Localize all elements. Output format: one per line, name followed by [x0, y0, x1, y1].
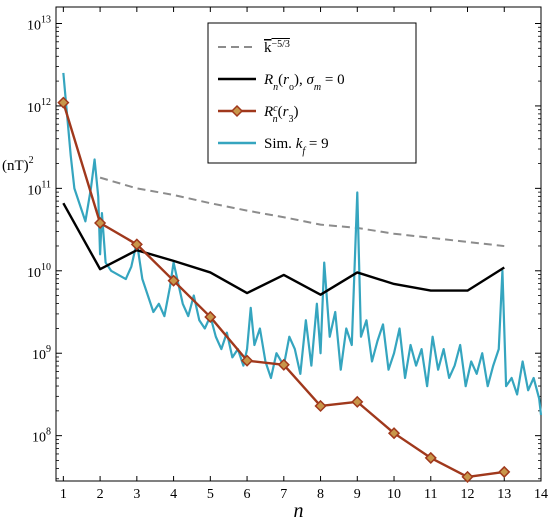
legend-label: Sim. kf = 9 — [264, 136, 329, 157]
data-point-Rnc — [130, 238, 143, 251]
x-axis-label: n — [294, 500, 304, 522]
data-point-Rnc — [204, 310, 217, 324]
data-point-Rnc — [167, 274, 180, 287]
y-tick-label: 1011 — [27, 179, 51, 198]
x-tick-label: 7 — [280, 487, 287, 502]
data-point-Rnc — [461, 470, 474, 483]
data-point-Rnc — [94, 216, 107, 230]
y-axis-label: (nT)2 — [2, 155, 34, 174]
data-point-Rnc — [314, 399, 327, 413]
x-tick-label: 6 — [244, 487, 251, 502]
y-tick-labels: 108 109 1010 1011 1012 1013 — [27, 14, 51, 445]
y-tick-label: 1013 — [27, 14, 51, 33]
x-tick-label: 3 — [133, 487, 140, 502]
x-tick-label: 9 — [354, 487, 361, 502]
series-Rnc — [57, 96, 511, 483]
legend-box — [207, 22, 417, 164]
x-tick-label: 8 — [317, 487, 324, 502]
series-line-sim — [62, 72, 543, 416]
data-point-Rnc — [277, 358, 290, 371]
x-tick-label: 12 — [461, 487, 475, 502]
x-tick-labels: 1 2 3 4 5 6 7 8 9 10 11 12 13 14 — [60, 487, 548, 502]
series-layer — [57, 72, 543, 483]
legend-entry-sim: Sim. kf = 9 — [218, 136, 329, 157]
x-tick-label: 5 — [207, 487, 214, 502]
data-point-Rnc — [498, 465, 511, 478]
y-axis-label-text: (nT) — [2, 158, 29, 174]
legend-entry-Rn: Rn(ro), σm = 0 — [218, 72, 345, 93]
y-tick-label: 1010 — [27, 262, 51, 281]
data-point-Rnc — [387, 427, 401, 440]
data-point-Rnc — [57, 96, 70, 109]
data-point-Rnc — [424, 451, 437, 464]
legend: k−5/3Rn(ro), σm = 0Rc n(r3)Sim. kf = 9 — [207, 22, 417, 164]
x-tick-label: 4 — [170, 487, 177, 502]
x-tick-label: 14 — [534, 487, 548, 502]
y-tick-label: 1012 — [27, 97, 51, 116]
legend-marker — [230, 104, 244, 118]
series-line-kref — [99, 176, 505, 248]
y-tick-label: 109 — [32, 344, 51, 363]
x-tick-label: 2 — [97, 487, 104, 502]
x-tick-label: 13 — [497, 487, 511, 502]
data-point-Rnc — [351, 395, 364, 408]
y-tick-label: 108 — [32, 427, 51, 446]
series-kref — [99, 176, 505, 248]
series-sim — [62, 72, 543, 416]
y-axis-label-exp: 2 — [29, 155, 34, 166]
x-tick-label: 10 — [387, 487, 401, 502]
legend-label: Rn(ro), σm = 0 — [263, 72, 345, 93]
x-tick-label: 1 — [60, 487, 67, 502]
data-point-Rnc — [240, 354, 254, 367]
x-tick-label: 11 — [424, 487, 437, 502]
